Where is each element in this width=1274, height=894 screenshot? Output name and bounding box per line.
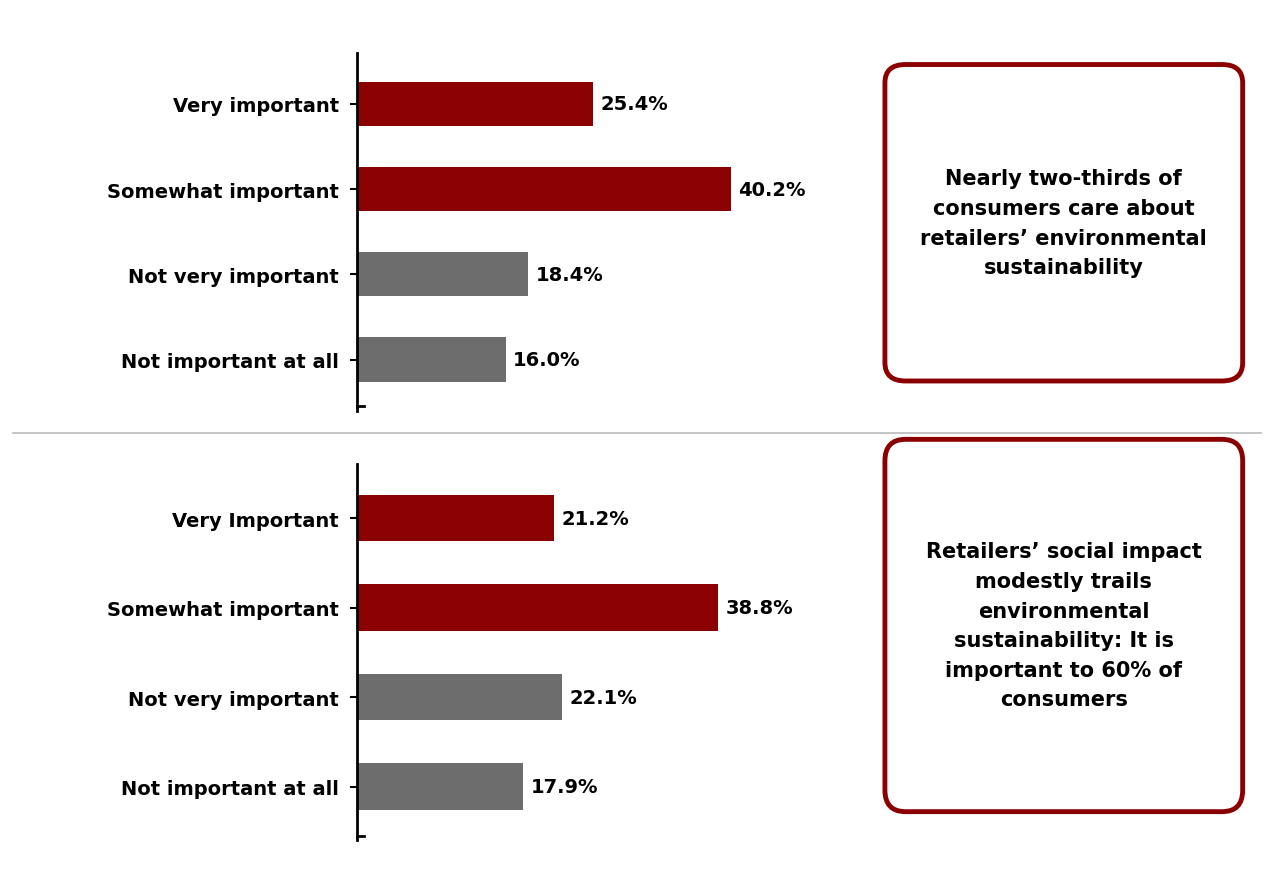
Text: 17.9%: 17.9% <box>531 777 599 797</box>
Text: 21.2%: 21.2% <box>562 509 629 528</box>
Bar <box>357 763 524 810</box>
FancyBboxPatch shape <box>885 440 1242 812</box>
Text: 16.0%: 16.0% <box>513 350 581 369</box>
Bar <box>357 82 594 127</box>
Text: Retailers’ social impact
modestly trails
environmental
sustainability: It is
imp: Retailers’ social impact modestly trails… <box>926 542 1201 710</box>
Text: 22.1%: 22.1% <box>569 687 638 707</box>
Text: 40.2%: 40.2% <box>739 181 806 199</box>
Bar <box>357 168 731 212</box>
Bar <box>357 338 506 383</box>
Text: 18.4%: 18.4% <box>535 266 603 284</box>
Bar <box>357 585 719 631</box>
Text: 38.8%: 38.8% <box>725 598 792 618</box>
Bar <box>357 495 554 542</box>
Bar <box>357 253 527 297</box>
Text: Nearly two-thirds of
consumers care about
retailers’ environmental
sustainabilit: Nearly two-thirds of consumers care abou… <box>920 169 1208 278</box>
FancyBboxPatch shape <box>885 65 1242 382</box>
Bar <box>357 674 563 721</box>
Text: 25.4%: 25.4% <box>600 96 669 114</box>
